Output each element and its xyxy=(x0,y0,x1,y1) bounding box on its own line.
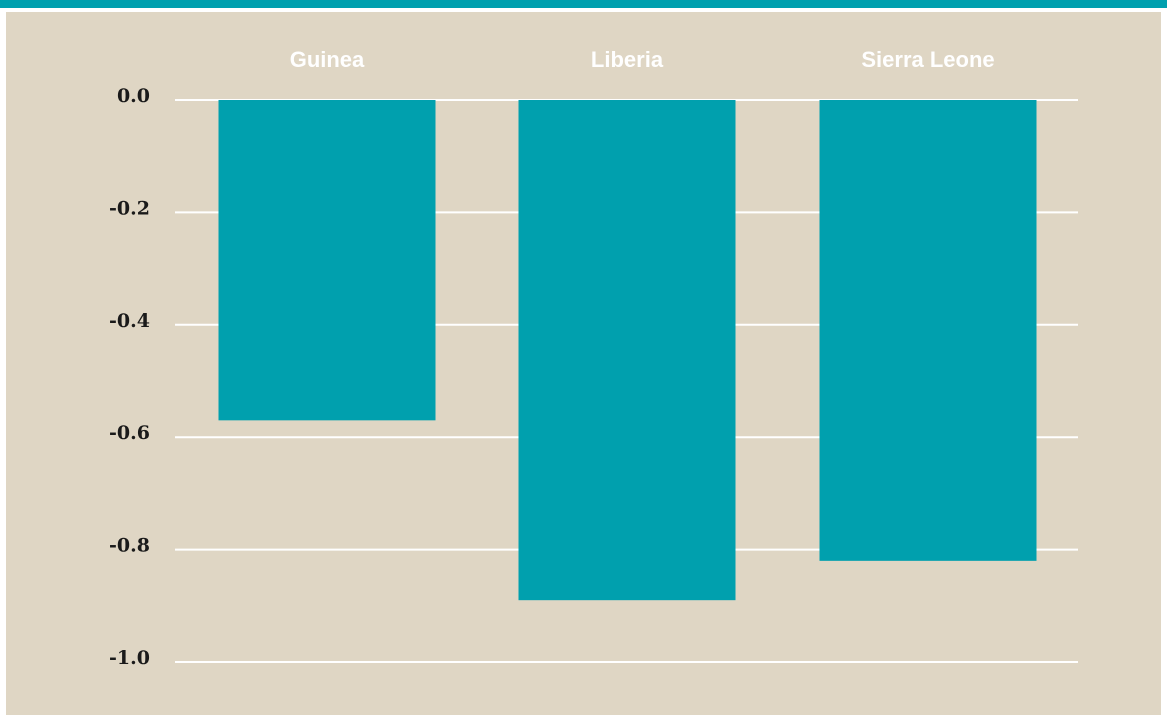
y-axis-tick-labels: 0.0 -0.2 -0.4 -0.6 -0.8 -1.0 xyxy=(109,85,150,669)
bar-sierra-leone xyxy=(819,100,1037,561)
y-tick-label: 0.0 xyxy=(117,85,150,107)
y-tick-label: -0.8 xyxy=(109,535,150,557)
y-tick-label: -0.2 xyxy=(109,197,150,219)
category-label: Liberia xyxy=(591,47,664,72)
bar-guinea xyxy=(218,100,436,421)
bar-liberia xyxy=(518,100,736,601)
category-label: Sierra Leone xyxy=(861,47,994,72)
y-tick-label: -1.0 xyxy=(109,647,150,669)
category-labels: Guinea Liberia Sierra Leone xyxy=(290,47,995,72)
top-accent-rule xyxy=(0,0,1167,8)
bars xyxy=(218,100,1037,601)
y-tick-label: -0.6 xyxy=(109,422,150,444)
category-label: Guinea xyxy=(290,47,365,72)
y-tick-label: -0.4 xyxy=(109,310,150,332)
